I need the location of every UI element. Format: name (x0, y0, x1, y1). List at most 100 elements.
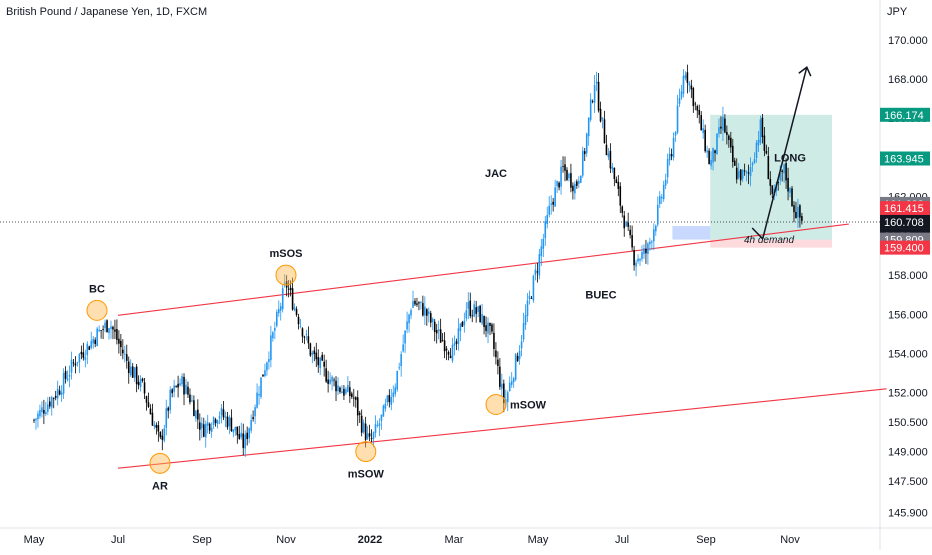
candle-body (524, 314, 527, 325)
candle-body (757, 139, 760, 146)
candle-body (250, 420, 252, 431)
candle-body (72, 362, 75, 364)
candle-body (475, 307, 477, 314)
candle-body (416, 303, 418, 305)
candle-body (747, 172, 750, 174)
candle-body (335, 380, 337, 392)
candle-body (674, 132, 677, 136)
pivot-marker (149, 452, 171, 474)
price-tag-label: 166.174 (884, 110, 924, 122)
y-tick-label: 158.000 (888, 270, 928, 282)
candle-body (712, 147, 714, 163)
candle-body (35, 418, 37, 421)
candle-body (635, 262, 637, 267)
candle-body (238, 434, 241, 439)
candle-body (491, 324, 493, 332)
candle-body (623, 215, 626, 229)
candle-body (597, 81, 600, 111)
candle-body (309, 343, 312, 356)
candle-body (578, 180, 580, 184)
candle-body (552, 201, 554, 205)
candle-body (439, 329, 442, 343)
candle-body (240, 432, 243, 438)
candle-body (737, 171, 740, 178)
candle-body (724, 118, 726, 133)
candle-body (86, 343, 89, 356)
candle-body (749, 167, 752, 177)
candle-body (404, 330, 406, 344)
candle-body (508, 382, 511, 392)
currency-label: JPY (887, 6, 908, 18)
candle-body (763, 135, 766, 151)
candle-body (761, 117, 764, 138)
candle-body (576, 181, 578, 186)
candle-body (801, 216, 803, 221)
candle-body (479, 305, 481, 323)
candle-body (41, 407, 43, 413)
candle-body (297, 316, 300, 325)
candle-body (534, 269, 537, 275)
candle-body (360, 415, 363, 433)
candle-body (122, 349, 124, 354)
y-tick-label: 156.000 (888, 309, 928, 321)
candle-body (694, 103, 697, 105)
candle-body (550, 203, 552, 205)
upper-channel-line (117, 223, 849, 316)
candle-body (789, 187, 791, 193)
candle-body (321, 354, 324, 361)
candle-body (420, 301, 422, 303)
candle-body (530, 297, 533, 299)
candle-body (370, 438, 373, 440)
arrow-tail (751, 227, 764, 240)
candle-body (60, 392, 63, 395)
candle-body (554, 187, 556, 207)
candle-body (483, 315, 485, 328)
candle-body (246, 432, 248, 440)
candle-body (54, 395, 57, 398)
candle-body (234, 426, 237, 431)
candle-body (165, 408, 168, 428)
candle-body (714, 150, 716, 154)
candle-body (771, 185, 774, 194)
candle-body (660, 196, 663, 199)
candle-body (720, 126, 722, 129)
candle-body (603, 119, 606, 144)
candle-body (797, 207, 799, 218)
candle-body (410, 310, 412, 316)
candle-body (702, 128, 704, 134)
candle-body (303, 336, 306, 338)
price-tag-label: 163.945 (884, 154, 924, 166)
candle-body (39, 410, 41, 417)
candle-body (179, 383, 181, 386)
candle-body (268, 358, 270, 363)
y-tick-label: 154.000 (888, 349, 928, 361)
candle-body (147, 402, 150, 407)
candle-body (185, 384, 187, 394)
candle-body (230, 417, 233, 432)
candle-body (564, 164, 566, 171)
candle-body (514, 354, 517, 380)
candle-body (394, 387, 397, 395)
candle-body (183, 376, 185, 395)
candle-body (262, 374, 264, 377)
candle-body (331, 376, 333, 382)
candle-body (698, 109, 701, 115)
candle-body (400, 354, 402, 367)
candle-body (191, 400, 193, 402)
candle-body (124, 353, 126, 355)
long-target-zone (710, 114, 832, 240)
candle-body (528, 295, 531, 299)
candle-body (258, 394, 260, 396)
candle-body (84, 357, 87, 360)
candle-body (376, 425, 379, 427)
candle-body (536, 271, 539, 273)
candle-body (52, 398, 55, 399)
candle-body (613, 167, 616, 179)
candle-body (680, 91, 683, 98)
pivot-marker (355, 441, 377, 463)
candle-body (153, 424, 156, 427)
candle-body (206, 422, 209, 426)
candle-body (120, 340, 122, 348)
candle-body (216, 420, 219, 425)
candle-body (354, 397, 357, 400)
